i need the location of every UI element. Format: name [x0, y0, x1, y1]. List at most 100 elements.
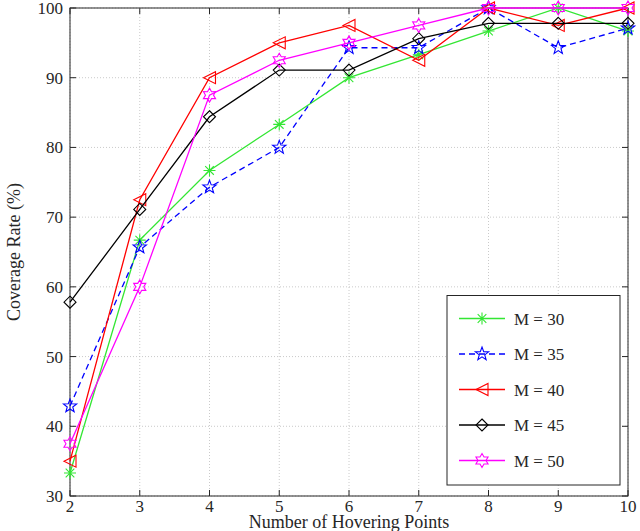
- tick-label: 8: [484, 497, 493, 516]
- grid-line: [139, 8, 140, 496]
- tick: [209, 8, 210, 14]
- data-point: [133, 240, 146, 253]
- data-point: [343, 64, 355, 76]
- data-point: [204, 164, 216, 176]
- tick-label: 40: [46, 417, 63, 436]
- series-line: [70, 23, 628, 302]
- legend-marker: [475, 347, 488, 360]
- tick-label: 50: [46, 348, 63, 367]
- data-point: [412, 41, 425, 54]
- legend-line: [459, 389, 505, 390]
- data-point: [64, 296, 76, 308]
- tick: [622, 77, 628, 78]
- chart: 234567891030405060708090100Number of Hov…: [0, 0, 640, 531]
- data-point: [413, 54, 425, 66]
- tick: [488, 490, 489, 496]
- data-point: [482, 1, 494, 15]
- legend-label: M = 45: [514, 416, 564, 435]
- legend-label: M = 35: [514, 345, 564, 364]
- legend-label: M = 30: [514, 310, 564, 329]
- tick: [349, 8, 350, 14]
- legend: M = 30 M = 35 M = 40 M = 45 M = 50: [447, 296, 620, 486]
- data-point: [204, 111, 216, 123]
- frame: [70, 8, 628, 496]
- tick-label: 30: [46, 487, 63, 506]
- tick: [70, 217, 76, 218]
- tick: [279, 490, 280, 496]
- legend-marker: [476, 384, 488, 396]
- data-point: [622, 17, 634, 29]
- data-point: [64, 437, 76, 451]
- data-point: [134, 280, 146, 294]
- tick: [349, 490, 350, 496]
- data-point: [343, 72, 355, 84]
- data-point: [203, 88, 215, 102]
- tick: [622, 286, 628, 287]
- tick: [70, 147, 76, 148]
- data-point: [413, 33, 425, 45]
- plot-area: [70, 8, 628, 496]
- tick: [418, 490, 419, 496]
- tick: [70, 77, 76, 78]
- data-point: [273, 53, 285, 67]
- tick: [70, 356, 76, 357]
- tick: [622, 147, 628, 148]
- data-point: [552, 17, 564, 29]
- tick: [139, 490, 140, 496]
- grid-line: [418, 8, 419, 496]
- tick-label: 4: [205, 497, 214, 516]
- data-point: [64, 467, 76, 479]
- data-point: [63, 399, 76, 412]
- legend-label: M = 50: [514, 452, 564, 471]
- data-point: [622, 1, 634, 15]
- data-point: [64, 455, 76, 467]
- tick: [622, 217, 628, 218]
- tick-label: 70: [46, 208, 63, 227]
- data-point: [273, 37, 285, 49]
- tick-label: 100: [38, 0, 64, 18]
- data-point: [273, 64, 285, 76]
- grid-line: [70, 147, 628, 148]
- tick-label: 2: [66, 497, 75, 516]
- data-point: [343, 19, 355, 31]
- data-point: [552, 41, 565, 54]
- tick: [622, 426, 628, 427]
- legend-label: M = 40: [514, 381, 564, 400]
- legend-marker: [476, 313, 488, 325]
- grid-line: [70, 286, 628, 287]
- grid-line: [279, 8, 280, 496]
- tick: [70, 426, 76, 427]
- x-axis-label: Number of Hovering Points: [249, 512, 449, 531]
- tick-label: 60: [46, 278, 63, 297]
- series-line: [70, 8, 628, 461]
- data-point: [483, 25, 495, 37]
- data-point: [273, 140, 286, 153]
- legend-line: [459, 460, 505, 461]
- data-point: [203, 180, 216, 193]
- tick: [622, 356, 628, 357]
- grid-line: [70, 217, 628, 218]
- legend-marker: [476, 454, 488, 468]
- tick-label: 90: [46, 69, 63, 88]
- tick: [558, 490, 559, 496]
- data-point: [552, 1, 564, 15]
- legend-box: [447, 296, 620, 486]
- legend-line: [459, 424, 505, 425]
- tick-label: 80: [46, 138, 63, 157]
- tick: [279, 8, 280, 14]
- tick: [139, 8, 140, 14]
- y-axis-label: Coverage Rate (%): [4, 183, 25, 321]
- data-point: [483, 17, 495, 29]
- tick-label: 9: [554, 497, 563, 516]
- tick: [209, 490, 210, 496]
- data-point: [204, 72, 216, 84]
- legend-marker: [476, 419, 488, 431]
- data-point: [134, 203, 146, 215]
- tick: [70, 286, 76, 287]
- tick: [418, 8, 419, 14]
- data-point: [343, 36, 355, 50]
- tick-label: 10: [620, 497, 637, 516]
- data-point: [413, 18, 425, 32]
- data-point: [273, 118, 285, 130]
- series-line: [70, 8, 628, 406]
